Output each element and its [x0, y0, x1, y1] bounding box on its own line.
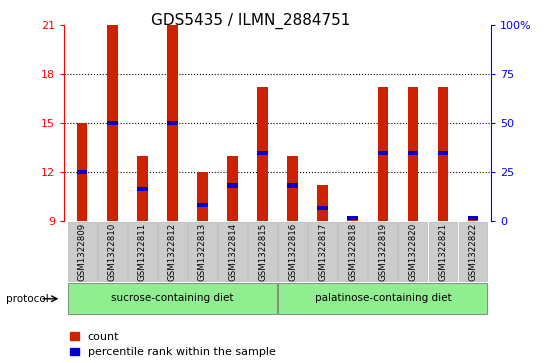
Text: GSM1322817: GSM1322817	[318, 223, 327, 281]
Bar	[137, 187, 147, 191]
Bar	[318, 185, 328, 221]
Bar	[348, 218, 358, 221]
Bar	[408, 87, 418, 221]
Text: GSM1322813: GSM1322813	[198, 223, 207, 281]
Bar	[227, 183, 238, 188]
Text: GSM1322822: GSM1322822	[469, 223, 478, 281]
FancyBboxPatch shape	[68, 283, 277, 314]
FancyBboxPatch shape	[368, 222, 397, 281]
Text: GSM1322816: GSM1322816	[288, 223, 297, 281]
Text: sucrose-containing diet: sucrose-containing diet	[111, 293, 234, 303]
Bar	[137, 156, 147, 221]
Bar	[197, 172, 208, 221]
Text: GSM1322815: GSM1322815	[258, 223, 267, 281]
FancyBboxPatch shape	[278, 222, 307, 281]
FancyBboxPatch shape	[429, 222, 458, 281]
Text: GSM1322812: GSM1322812	[168, 223, 177, 281]
Bar	[257, 151, 268, 155]
Bar	[167, 121, 177, 126]
Text: protocol: protocol	[6, 294, 49, 305]
FancyBboxPatch shape	[158, 222, 187, 281]
Bar	[437, 87, 448, 221]
Bar	[227, 156, 238, 221]
FancyBboxPatch shape	[398, 222, 427, 281]
Text: GSM1322810: GSM1322810	[108, 223, 117, 281]
Text: GSM1322814: GSM1322814	[228, 223, 237, 281]
FancyBboxPatch shape	[68, 222, 97, 281]
Bar	[348, 216, 358, 220]
Bar	[107, 25, 118, 221]
Bar	[318, 206, 328, 211]
FancyBboxPatch shape	[278, 283, 488, 314]
Bar	[468, 216, 478, 220]
FancyBboxPatch shape	[218, 222, 247, 281]
Bar	[287, 183, 298, 188]
Text: GSM1322821: GSM1322821	[439, 223, 448, 281]
FancyBboxPatch shape	[308, 222, 337, 281]
Text: GSM1322811: GSM1322811	[138, 223, 147, 281]
Text: palatinose-containing diet: palatinose-containing diet	[315, 293, 451, 303]
Bar	[197, 203, 208, 207]
FancyBboxPatch shape	[188, 222, 217, 281]
Bar	[408, 151, 418, 155]
Bar	[287, 156, 298, 221]
Text: GSM1322809: GSM1322809	[78, 223, 86, 281]
FancyBboxPatch shape	[128, 222, 157, 281]
Bar	[257, 87, 268, 221]
Bar	[77, 170, 88, 175]
Bar	[167, 25, 177, 221]
Text: GSM1322820: GSM1322820	[408, 223, 417, 281]
FancyBboxPatch shape	[98, 222, 127, 281]
Bar	[468, 218, 478, 221]
Text: GSM1322819: GSM1322819	[378, 223, 387, 281]
Bar	[437, 151, 448, 155]
FancyBboxPatch shape	[459, 222, 488, 281]
Legend: count, percentile rank within the sample: count, percentile rank within the sample	[70, 332, 276, 358]
Text: GDS5435 / ILMN_2884751: GDS5435 / ILMN_2884751	[151, 13, 351, 29]
Bar	[378, 151, 388, 155]
FancyBboxPatch shape	[338, 222, 367, 281]
Bar	[378, 87, 388, 221]
FancyBboxPatch shape	[248, 222, 277, 281]
Bar	[77, 123, 88, 221]
Bar	[107, 121, 118, 126]
Text: GSM1322818: GSM1322818	[348, 223, 357, 281]
